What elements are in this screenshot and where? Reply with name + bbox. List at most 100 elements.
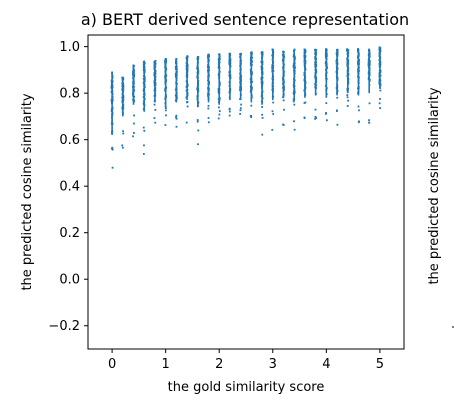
data-point xyxy=(207,107,210,110)
data-point xyxy=(111,166,114,169)
data-point xyxy=(196,120,199,123)
data-point xyxy=(347,99,349,102)
data-point xyxy=(293,103,296,106)
data-point xyxy=(228,107,231,110)
data-point xyxy=(336,96,339,99)
data-point xyxy=(153,117,156,119)
data-point xyxy=(324,112,327,115)
data-point xyxy=(133,132,135,134)
data-point xyxy=(271,110,274,113)
data-point xyxy=(133,114,135,117)
data-point xyxy=(315,116,318,119)
data-point xyxy=(261,116,264,119)
x-tick-label: 5 xyxy=(376,357,384,372)
plot-frame xyxy=(87,34,405,350)
data-point xyxy=(164,107,167,109)
y-tick-label: 0.0 xyxy=(59,273,80,288)
data-point xyxy=(164,124,167,127)
data-point xyxy=(240,103,243,106)
data-point xyxy=(143,129,146,132)
data-point xyxy=(346,94,349,96)
y-tick-label: 0.6 xyxy=(59,133,80,148)
x-axis-label: the gold similarity score xyxy=(168,380,325,395)
y-tick-label: 1.0 xyxy=(59,40,80,55)
y-tick-label: 0.4 xyxy=(59,180,80,195)
data-point xyxy=(122,132,125,135)
data-point xyxy=(239,113,242,115)
data-point xyxy=(207,104,210,107)
data-point xyxy=(261,106,264,108)
x-tick-label: 3 xyxy=(269,357,277,372)
data-point xyxy=(292,100,295,103)
data-point xyxy=(197,143,199,146)
data-point xyxy=(175,125,178,128)
chart-title: a) BERT derived sentence representation xyxy=(81,10,409,29)
data-point xyxy=(379,89,382,92)
data-point xyxy=(185,101,188,104)
data-point xyxy=(218,113,221,116)
x-tick-label: 1 xyxy=(162,357,170,372)
data-point xyxy=(368,119,370,122)
data-point xyxy=(111,148,114,151)
data-point xyxy=(379,98,381,100)
data-point xyxy=(293,120,295,123)
data-point xyxy=(357,121,360,124)
data-point xyxy=(314,117,317,120)
data-point xyxy=(261,113,264,116)
data-point xyxy=(335,109,338,112)
y-tick-label: 0.2 xyxy=(59,226,80,241)
data-point xyxy=(379,107,382,110)
data-point xyxy=(111,146,114,149)
x-tick-label: 2 xyxy=(215,357,223,372)
y-tick-label: 0.8 xyxy=(59,87,80,102)
data-point xyxy=(218,106,220,109)
data-point xyxy=(250,116,253,119)
data-point xyxy=(303,102,306,104)
data-point xyxy=(185,121,188,124)
data-point xyxy=(175,114,178,117)
data-point xyxy=(142,126,145,129)
data-point xyxy=(186,105,189,108)
data-point xyxy=(239,107,242,110)
data-point xyxy=(303,116,306,119)
data-point xyxy=(175,117,178,120)
data-point xyxy=(142,153,145,155)
data-point xyxy=(250,104,253,107)
data-point xyxy=(218,110,221,112)
data-point xyxy=(283,108,285,111)
data-point xyxy=(314,108,317,111)
data-point xyxy=(325,102,328,105)
data-point xyxy=(261,133,264,136)
data-point xyxy=(228,110,231,113)
data-point xyxy=(304,101,307,104)
data-point xyxy=(357,105,360,108)
right-panel-y-axis-label: the predicted cosine similarity xyxy=(427,87,442,284)
data-point xyxy=(154,109,157,111)
data-point xyxy=(197,129,200,132)
data-point xyxy=(122,130,124,133)
data-point xyxy=(249,114,252,117)
data-point xyxy=(282,99,285,102)
data-point xyxy=(358,109,360,112)
data-point xyxy=(165,114,167,117)
data-point xyxy=(378,102,381,105)
data-point xyxy=(132,135,134,138)
data-point xyxy=(196,119,199,121)
data-point xyxy=(207,121,210,124)
data-point xyxy=(368,121,371,124)
y-tick-label: −0.2 xyxy=(48,319,80,334)
data-point xyxy=(207,117,210,119)
data-point xyxy=(154,121,157,124)
x-tick-label: 0 xyxy=(108,357,116,372)
data-point xyxy=(272,113,275,115)
data-point xyxy=(336,123,339,126)
plot-points xyxy=(110,46,382,169)
data-point xyxy=(175,116,177,119)
data-point xyxy=(121,144,124,147)
data-point xyxy=(314,115,317,118)
data-point xyxy=(239,109,242,112)
data-point xyxy=(143,144,145,147)
x-tick-label: 4 xyxy=(322,357,330,372)
data-point xyxy=(346,105,349,107)
